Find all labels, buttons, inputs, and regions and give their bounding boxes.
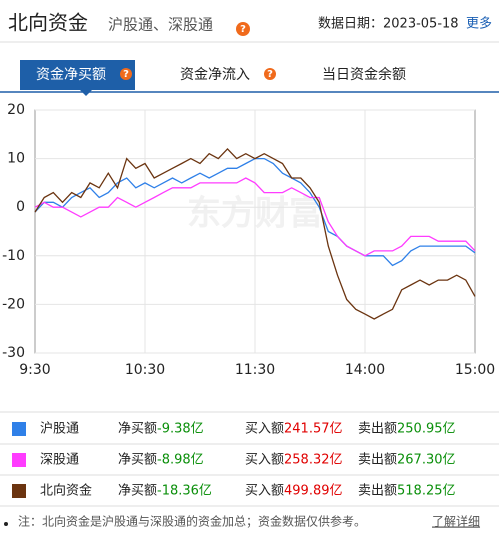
summary-label: 买入额 bbox=[245, 453, 284, 468]
active-tab[interactable] bbox=[20, 60, 135, 90]
y-tick-label: 0 bbox=[16, 199, 25, 215]
date-label: 数据日期：2023-05-18 bbox=[318, 17, 459, 32]
summary-value: -9.38亿 bbox=[157, 422, 204, 437]
y-tick-label: -30 bbox=[2, 345, 25, 361]
summary-value: 258.32亿 bbox=[284, 453, 343, 468]
tab[interactable]: 资金净流入 bbox=[180, 67, 250, 83]
note: 注：北向资金是沪股通与深股通的资金加总；资金数据仅供参考。 bbox=[18, 514, 366, 529]
tab[interactable]: 当日资金余额 bbox=[322, 66, 406, 83]
summary-value: 518.25亿 bbox=[397, 484, 456, 499]
more-link[interactable]: 更多 bbox=[466, 16, 492, 32]
legend-label: 沪股通 bbox=[40, 421, 79, 437]
summary-label: 卖出额 bbox=[358, 453, 397, 468]
summary-label: 净买额 bbox=[118, 453, 157, 468]
help-icon[interactable] bbox=[236, 22, 250, 36]
bullet bbox=[4, 522, 8, 526]
x-tick-label: 9:30 bbox=[19, 362, 50, 378]
help-icon[interactable] bbox=[120, 68, 132, 80]
y-tick-label: -10 bbox=[2, 248, 25, 264]
y-tick-label: 20 bbox=[7, 102, 25, 118]
summary-value: 267.30亿 bbox=[397, 453, 456, 468]
note-link[interactable]: 了解详细 bbox=[432, 514, 480, 529]
y-tick-label: -20 bbox=[2, 296, 25, 312]
help-mark: ? bbox=[240, 24, 246, 35]
tab-pointer bbox=[80, 90, 92, 96]
summary-value: 499.89亿 bbox=[284, 484, 343, 499]
x-tick-label: 14:00 bbox=[345, 362, 385, 378]
legend-swatch bbox=[12, 484, 26, 498]
legend-swatch bbox=[12, 453, 26, 467]
legend-label: 深股通 bbox=[40, 453, 79, 468]
summary-value: 250.95亿 bbox=[397, 422, 456, 437]
x-tick-label: 11:30 bbox=[235, 362, 275, 378]
summary-label: 净买额 bbox=[118, 422, 157, 437]
summary-value: 241.57亿 bbox=[284, 422, 343, 437]
tab[interactable]: 资金净买额 bbox=[36, 67, 106, 83]
summary-label: 卖出额 bbox=[358, 422, 397, 437]
title: 北向资金 bbox=[8, 11, 88, 35]
summary-label: 净买额 bbox=[118, 484, 157, 499]
help-mark: ? bbox=[123, 69, 129, 80]
subtitle: 沪股通、深股通 bbox=[108, 16, 213, 34]
x-tick-label: 15:00 bbox=[455, 362, 495, 378]
series-line bbox=[34, 177, 476, 257]
legend-swatch bbox=[12, 422, 26, 436]
legend-label: 北向资金 bbox=[40, 483, 92, 499]
series-line bbox=[34, 147, 476, 320]
summary-label: 买入额 bbox=[245, 484, 284, 499]
help-icon[interactable] bbox=[264, 68, 276, 80]
y-tick-label: 10 bbox=[7, 151, 25, 167]
summary-label: 买入额 bbox=[245, 422, 284, 437]
x-tick-label: 10:30 bbox=[125, 362, 165, 378]
summary-value: -8.98亿 bbox=[157, 453, 204, 468]
help-mark: ? bbox=[267, 69, 273, 80]
summary-value: -18.36亿 bbox=[157, 484, 212, 499]
summary-label: 卖出额 bbox=[358, 484, 397, 499]
